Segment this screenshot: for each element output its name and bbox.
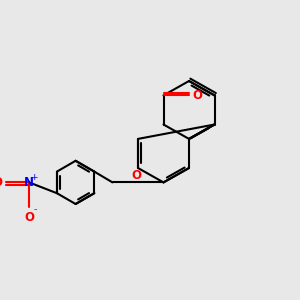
- Text: O: O: [24, 211, 34, 224]
- Text: N: N: [24, 176, 34, 189]
- Text: -: -: [34, 204, 38, 214]
- Text: +: +: [30, 172, 38, 182]
- Text: O: O: [0, 176, 2, 189]
- Text: O: O: [193, 89, 202, 102]
- Text: O: O: [131, 169, 142, 182]
